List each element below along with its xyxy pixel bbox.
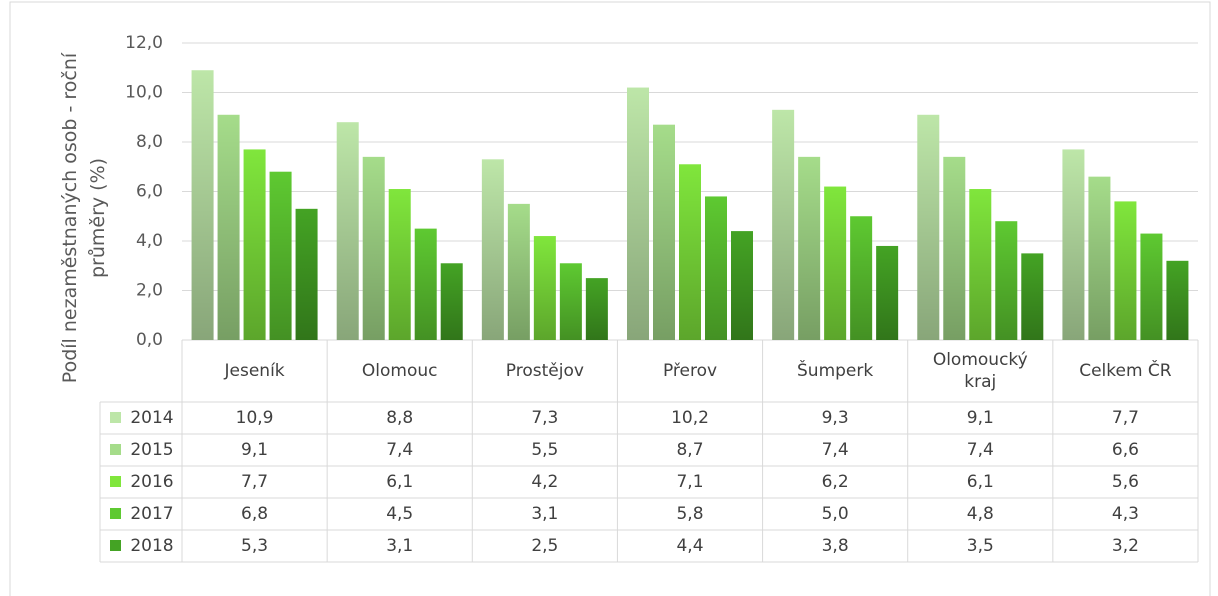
value-label: 6,8: [241, 503, 269, 524]
legend-key: [110, 444, 121, 455]
y-tick-label: 2,0: [136, 281, 163, 301]
value-label: 9,1: [966, 407, 994, 428]
y-tick-label: 8,0: [136, 132, 163, 152]
legend-label: 2014: [130, 407, 174, 428]
value-label: 10,9: [235, 407, 274, 428]
legend-key: [110, 540, 121, 551]
legend-label: 2016: [130, 471, 174, 492]
value-label: 8,7: [676, 439, 704, 460]
value-label: 4,3: [1111, 503, 1139, 524]
value-label: 7,4: [386, 439, 414, 460]
value-label: 7,3: [531, 407, 559, 428]
category-label: Olomoucký kraj: [932, 349, 1028, 392]
value-label: 7,7: [1111, 407, 1139, 428]
y-tick-label: 6,0: [136, 182, 163, 202]
value-label: 9,1: [241, 439, 269, 460]
value-label: 5,5: [531, 439, 559, 460]
legend-label: 2015: [130, 439, 174, 460]
value-label: 3,8: [821, 535, 849, 556]
value-label: 5,8: [676, 503, 704, 524]
value-label: 2,5: [531, 535, 559, 556]
y-tick-label: 12,0: [125, 33, 163, 53]
value-label: 5,6: [1111, 471, 1139, 492]
value-label: 7,1: [676, 471, 704, 492]
category-label: Přerov: [662, 360, 718, 381]
value-label: 3,5: [966, 535, 994, 556]
category-label: Celkem ČR: [1079, 360, 1172, 381]
legend-label: 2017: [130, 503, 174, 524]
value-label: 7,4: [821, 439, 849, 460]
value-label: 5,3: [241, 535, 269, 556]
value-label: 3,1: [531, 503, 559, 524]
value-label: 8,8: [386, 407, 414, 428]
value-label: 4,5: [386, 503, 414, 524]
value-label: 4,8: [966, 503, 994, 524]
legend-key: [110, 412, 121, 423]
y-tick-label: 10,0: [125, 83, 163, 103]
y-tick-label: 4,0: [136, 231, 163, 251]
value-label: 3,1: [386, 535, 414, 556]
legend-label: 2018: [130, 535, 174, 556]
legend-key: [110, 508, 121, 519]
legend-key: [110, 476, 121, 487]
value-label: 5,0: [821, 503, 849, 524]
value-label: 7,7: [241, 471, 269, 492]
chart-frame: [9, 1, 1211, 596]
y-tick-label: 0,0: [136, 330, 163, 350]
category-label: Jeseník: [224, 360, 285, 381]
value-label: 9,3: [821, 407, 849, 428]
category-label: Olomouc: [361, 360, 438, 381]
value-label: 6,1: [966, 471, 994, 492]
value-label: 4,4: [676, 535, 704, 556]
value-label: 10,2: [671, 407, 709, 428]
value-label: 6,6: [1111, 439, 1139, 460]
category-label: Šumperk: [797, 360, 874, 381]
value-label: 6,1: [386, 471, 414, 492]
value-label: 7,4: [966, 439, 994, 460]
category-label: Prostějov: [505, 360, 584, 381]
y-axis-label: Podíl nezaměstnaných osob - roční průměr…: [59, 52, 109, 384]
value-label: 6,2: [821, 471, 849, 492]
value-label: 4,2: [531, 471, 559, 492]
value-label: 3,2: [1111, 535, 1139, 556]
